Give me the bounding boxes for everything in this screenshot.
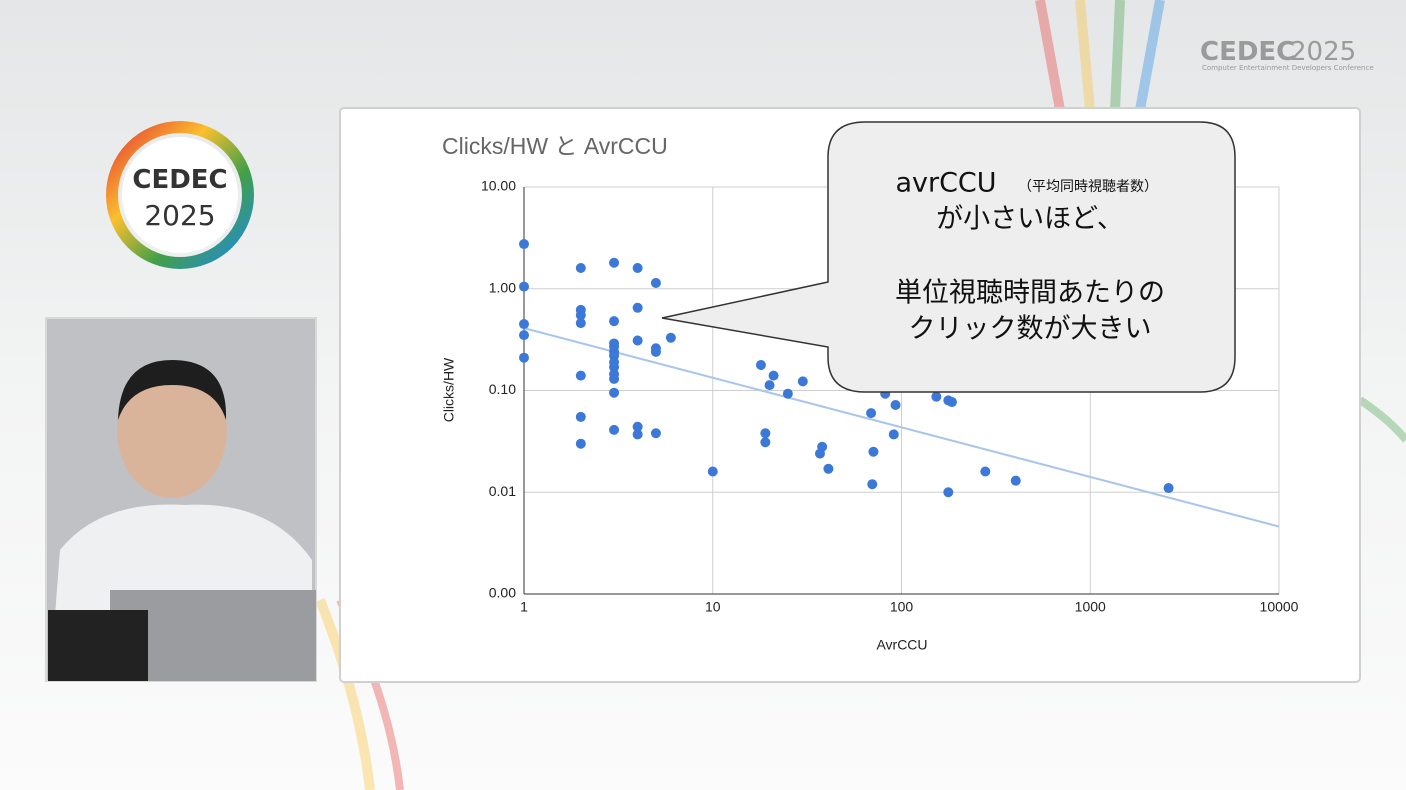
logo-disc bbox=[122, 137, 238, 253]
point bbox=[519, 330, 529, 341]
x-tick-label: 10 bbox=[705, 599, 721, 615]
point bbox=[764, 380, 775, 391]
corner-logo-name: CEDEC bbox=[1200, 37, 1295, 67]
x-tick-label: 100 bbox=[890, 599, 914, 615]
x-tick-label: 1000 bbox=[1075, 599, 1106, 615]
y-tick-label: 0.10 bbox=[489, 381, 516, 397]
point bbox=[575, 310, 586, 321]
point bbox=[632, 335, 643, 346]
point bbox=[650, 428, 661, 439]
speaker-video bbox=[45, 317, 317, 682]
point bbox=[760, 428, 771, 439]
x-axis-label: AvrCCU bbox=[876, 637, 927, 653]
point bbox=[890, 400, 901, 411]
point bbox=[946, 397, 957, 408]
point bbox=[575, 411, 586, 422]
point bbox=[609, 424, 620, 435]
x-tick-label: 1 bbox=[520, 599, 528, 615]
point bbox=[707, 466, 718, 477]
corner-logo-subtitle: Computer Entertainment Developers Confer… bbox=[1202, 64, 1374, 72]
callout-line: 単位視聴時間あたりの bbox=[895, 278, 1165, 309]
point bbox=[519, 281, 529, 292]
point bbox=[888, 429, 899, 440]
point bbox=[931, 391, 942, 402]
callout-line: が小さいほど、 bbox=[936, 204, 1124, 235]
point bbox=[609, 257, 620, 268]
point bbox=[609, 362, 620, 373]
point bbox=[609, 387, 620, 398]
logo-year: 2025 bbox=[144, 199, 215, 232]
point bbox=[823, 463, 834, 474]
point bbox=[760, 437, 771, 448]
point bbox=[632, 262, 643, 273]
point bbox=[755, 360, 766, 371]
y-axis-label: Clicks/HW bbox=[441, 357, 457, 422]
callout: avrCCU （平均同時視聴者数） が小さいほど、 単位視聴時間あたりの クリッ… bbox=[661, 121, 1236, 393]
y-tick-label: 10.00 bbox=[481, 178, 516, 194]
point bbox=[817, 441, 828, 452]
chart-title: Clicks/HW と AvrCCU bbox=[442, 133, 668, 159]
point bbox=[797, 376, 808, 387]
y-tick-label: 0.00 bbox=[489, 585, 516, 601]
point bbox=[768, 370, 779, 381]
point bbox=[519, 319, 529, 330]
point bbox=[868, 446, 879, 457]
point bbox=[632, 429, 643, 440]
point bbox=[782, 388, 793, 399]
point bbox=[609, 373, 620, 384]
point bbox=[943, 487, 954, 498]
point bbox=[632, 302, 643, 313]
point bbox=[575, 318, 586, 329]
callout-note: （平均同時視聴者数） bbox=[1018, 179, 1158, 195]
point bbox=[575, 370, 586, 381]
point bbox=[665, 332, 676, 343]
y-tick-label: 1.00 bbox=[489, 279, 516, 295]
x-tick-label: 10000 bbox=[1260, 599, 1299, 615]
point bbox=[1010, 475, 1021, 486]
point bbox=[867, 479, 878, 490]
corner-logo-year: 2025 bbox=[1290, 37, 1356, 67]
point bbox=[1163, 483, 1174, 494]
callout-line: avrCCU bbox=[895, 168, 996, 199]
point bbox=[866, 408, 877, 419]
point bbox=[632, 421, 643, 432]
point bbox=[575, 262, 586, 273]
logo-ring bbox=[106, 121, 254, 269]
point bbox=[650, 346, 661, 357]
callout-line: クリック数が大きい bbox=[909, 314, 1152, 345]
point bbox=[980, 466, 991, 477]
trendline bbox=[523, 327, 1280, 528]
point bbox=[519, 239, 529, 250]
logo-name: CEDEC bbox=[132, 165, 227, 195]
y-tick-label: 0.01 bbox=[489, 483, 516, 499]
point bbox=[609, 316, 620, 327]
point bbox=[650, 277, 661, 288]
decor-stripes bbox=[315, 0, 1406, 790]
point bbox=[519, 352, 529, 363]
point bbox=[575, 438, 586, 449]
